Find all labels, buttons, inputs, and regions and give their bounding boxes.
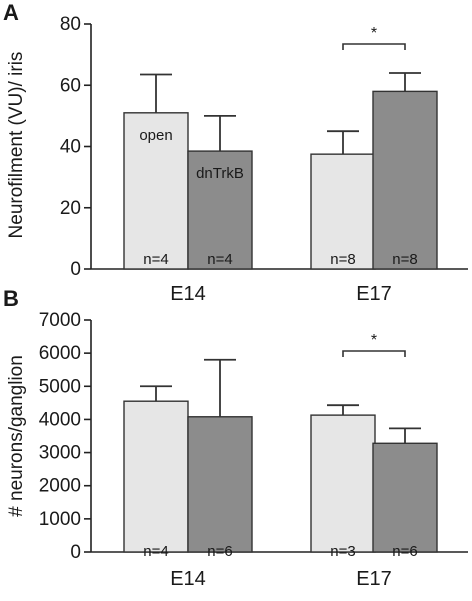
panel-b-y-tick-label: 0 xyxy=(70,542,81,563)
panel-a-n-label: n=4 xyxy=(143,251,168,268)
panel-a-n-label: n=8 xyxy=(392,251,417,268)
panel-b-y-tick-label: 3000 xyxy=(39,443,81,464)
panel-b-bar-e17-dntrkb xyxy=(372,442,438,553)
panel-b-y-tick-label: 2000 xyxy=(39,476,81,497)
panel-b-n-label: n=6 xyxy=(207,543,232,560)
panel-b-bar-e14-dntrkb xyxy=(187,416,253,553)
panel-b-y-tick-label: 7000 xyxy=(39,310,81,331)
panel-a-n-label: n=4 xyxy=(207,251,232,268)
panel-b-significance-bracket xyxy=(342,350,406,357)
panel-a-bar-label-open: open xyxy=(139,127,172,144)
panel-a-significance-bracket xyxy=(342,43,406,50)
panel-b-n-label: n=3 xyxy=(330,543,355,560)
panel-b: B # neurons/ganglion 0 1000 2000 3000 4000 50… xyxy=(3,286,468,590)
panel-a-y-tick-label: 40 xyxy=(60,137,81,158)
panel-a-letter: A xyxy=(3,0,19,25)
panel-b-bar-e14-open xyxy=(123,400,189,553)
panel-b-letter: B xyxy=(3,286,19,311)
panel-b-n-label: n=6 xyxy=(392,543,417,560)
panel-b-x-tick-label: E14 xyxy=(170,568,206,590)
panel-b-y-tick-label: 4000 xyxy=(39,409,81,430)
panel-b-y-tick-label: 1000 xyxy=(39,509,81,530)
panel-b-x-tick-label: E17 xyxy=(356,568,392,590)
panel-b-n-label: n=4 xyxy=(143,543,168,560)
panel-b-significance-star: * xyxy=(371,332,377,349)
panel-a-x-tick-label: E17 xyxy=(356,283,392,305)
panel-b-y-axis-label: # neurons/ganglion xyxy=(6,355,27,517)
panel-b-y-tick-label: 5000 xyxy=(39,376,81,397)
panel-a-y-tick-label: 0 xyxy=(70,259,81,280)
panel-a-bar-e17-dntrkb xyxy=(372,90,438,270)
panel-a-y-axis-label: Neurofilment (VU)/ iris xyxy=(6,52,27,239)
panel-a-x-tick-label: E14 xyxy=(170,283,206,305)
panel-a-y-tick-label: 80 xyxy=(60,14,81,35)
panel-a: A Neurofilment (VU)/ iris 0 20 40 60 80 n=4 n=… xyxy=(3,0,468,305)
panel-a-y-tick-label: 60 xyxy=(60,75,81,96)
panel-a-significance-star: * xyxy=(371,25,377,42)
panel-a-bar-label-dntrkb: dnTrkB xyxy=(196,165,244,182)
panel-b-bar-e17-open xyxy=(310,414,376,553)
panel-a-y-tick-label: 20 xyxy=(60,198,81,219)
panel-a-bar-e14-dntrkb xyxy=(187,150,253,270)
panel-a-n-label: n=8 xyxy=(330,251,355,268)
panel-a-bar-e17-open xyxy=(310,153,376,270)
panel-b-y-tick-label: 6000 xyxy=(39,343,81,364)
